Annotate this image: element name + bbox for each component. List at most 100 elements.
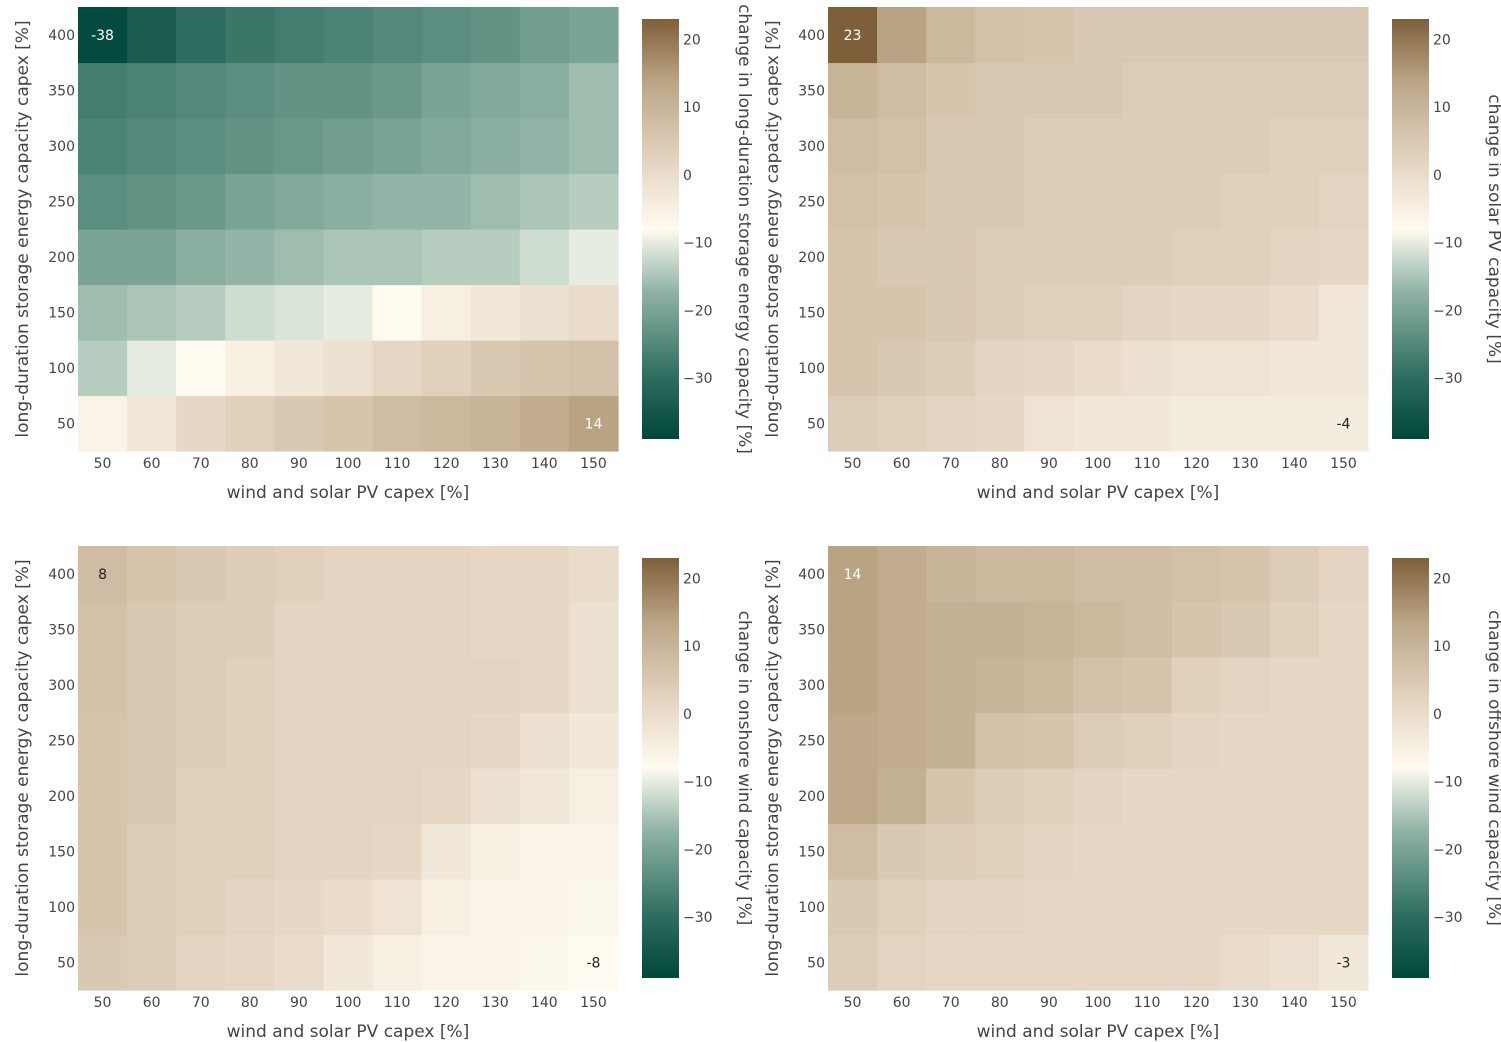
colorbar-gradient: [1392, 19, 1429, 439]
heatmap-cell: [1122, 173, 1173, 230]
x-tick-label: 110: [384, 995, 411, 1011]
heatmap-cell: [1171, 823, 1222, 880]
heatmap-cell: [1269, 229, 1320, 286]
heatmap-cells: [828, 546, 1369, 991]
heatmap-cell: [1024, 7, 1075, 64]
colorbar-tick-label: −10: [1433, 775, 1463, 791]
heatmap-cell: [127, 879, 177, 936]
colorbar-tick-label: −30: [683, 910, 713, 926]
x-tick-label: 70: [192, 456, 210, 472]
heatmap-cell: [176, 284, 226, 341]
heatmap-cell: [1073, 823, 1124, 880]
heatmap-cell: [274, 395, 325, 452]
cell-annotation: -3: [1336, 955, 1350, 971]
heatmap-cell: [421, 823, 472, 880]
x-tick-label: 140: [1281, 456, 1308, 472]
heatmap-cell: [926, 601, 976, 658]
heatmap-cell: [877, 879, 927, 936]
heatmap-cell: [1073, 7, 1124, 64]
colorbar-tick-label: 0: [1433, 707, 1442, 723]
y-axis-title: long-duration storage energy capacity ca…: [763, 20, 783, 437]
heatmap-cell: [127, 229, 177, 286]
heatmap-cell: [1171, 340, 1222, 397]
heatmap-cell: [421, 173, 472, 230]
colorbar-gradient: [642, 558, 679, 978]
heatmap-cell: [372, 173, 423, 230]
heatmap-cell: [1318, 657, 1369, 714]
heatmap-cell: [470, 173, 521, 230]
heatmap-cell: [1318, 395, 1369, 452]
heatmap-cell: [1024, 934, 1075, 991]
heatmap-cell: [828, 934, 878, 991]
colorbar-tick-label: 20: [1433, 571, 1451, 587]
heatmap-cell: [1318, 229, 1369, 286]
colorbar-tick-label: −10: [683, 775, 713, 791]
heatmap-cell: [519, 118, 570, 175]
x-tick-label: 100: [1085, 456, 1112, 472]
heatmap-cell: [828, 712, 878, 769]
colorbar: 20 10 0 −10 −20 −30 change in onshore wind cap…: [642, 558, 754, 978]
heatmap-cell: [519, 934, 570, 991]
heatmap-cell: [1073, 173, 1124, 230]
heatmap-cell: [323, 768, 374, 825]
heatmap-cell: [975, 229, 1025, 286]
y-tick-label: 150: [48, 305, 75, 321]
heatmap-cell: [470, 62, 521, 119]
x-tick-label: 120: [433, 995, 460, 1011]
heatmap-cell: [1269, 601, 1320, 658]
heatmap-cell: [127, 62, 177, 119]
heatmap-cells: [828, 7, 1369, 452]
heatmap-cell: [372, 657, 423, 714]
heatmap-cell: [1024, 712, 1075, 769]
x-tick-label: 60: [893, 995, 911, 1011]
heatmap-cell: [225, 712, 275, 769]
heatmap-cell: [372, 284, 423, 341]
heatmap-cell: [1171, 712, 1222, 769]
heatmap-cell: [470, 823, 521, 880]
heatmap-cell: [421, 934, 472, 991]
colorbar-tick-label: 10: [683, 100, 701, 116]
heatmap-cell: [1122, 657, 1173, 714]
heatmap-cell: [828, 657, 878, 714]
y-tick-label: 150: [48, 844, 75, 860]
heatmap-cell: [323, 340, 374, 397]
heatmap-cell: [1318, 284, 1369, 341]
y-tick-label: 400: [798, 28, 825, 44]
heatmap-cell: [975, 601, 1025, 658]
colorbar-gradient: [642, 19, 679, 439]
heatmap-cell: [225, 395, 275, 452]
heatmap-cell: [1122, 284, 1173, 341]
heatmap-cell: [1318, 823, 1369, 880]
heatmap-cell: [1024, 118, 1075, 175]
heatmap-cell: [568, 879, 619, 936]
heatmap-cell: [1122, 118, 1173, 175]
heatmap-cell: [176, 601, 226, 658]
heatmap-cell: [926, 768, 976, 825]
heatmap-cell: [926, 395, 976, 452]
heatmap-cell: [421, 340, 472, 397]
heatmap-cell: [78, 712, 128, 769]
heatmap-cell: [1318, 934, 1369, 991]
heatmap-cell: [1073, 284, 1124, 341]
heatmap-cell: [975, 7, 1025, 64]
heatmap-cell: [372, 879, 423, 936]
heatmap-cell: [926, 284, 976, 341]
heatmap-cell: [372, 7, 423, 64]
heatmap-cell: [127, 712, 177, 769]
heatmap-cell: [877, 395, 927, 452]
y-tick-label: 250: [48, 733, 75, 749]
colorbar-tick-label: 20: [683, 32, 701, 48]
heatmap-cell: [1073, 62, 1124, 119]
heatmap-cell: [1171, 7, 1222, 64]
heatmap-cell: [225, 879, 275, 936]
heatmap-cell: [127, 823, 177, 880]
heatmap-cell: [1171, 768, 1222, 825]
heatmap-cell: [1073, 657, 1124, 714]
heatmap-cell: [225, 546, 275, 603]
heatmap-cell: [225, 768, 275, 825]
x-tick-label: 90: [290, 995, 308, 1011]
heatmap-cell: [519, 768, 570, 825]
heatmap-cell: [274, 879, 325, 936]
heatmap-cell: [1220, 657, 1271, 714]
